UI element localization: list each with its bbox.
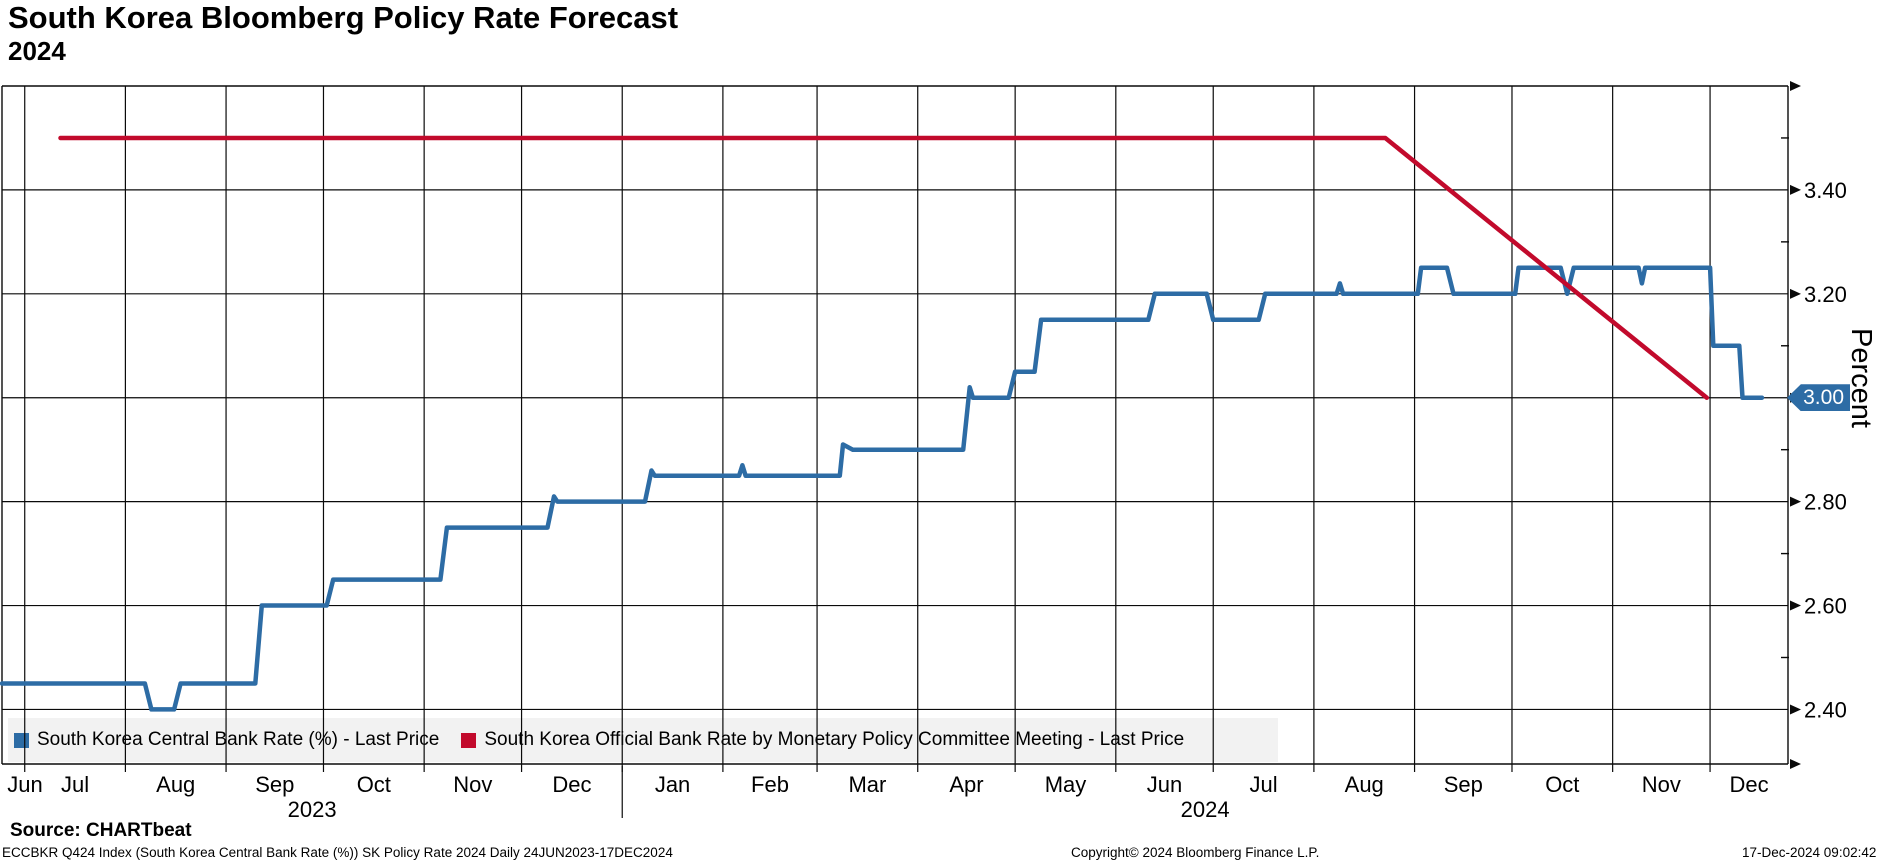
svg-text:2.60: 2.60: [1804, 594, 1847, 619]
svg-text:Jun: Jun: [1147, 772, 1182, 797]
source-label: Source: CHARTbeat: [10, 820, 192, 841]
svg-text:Sep: Sep: [255, 772, 294, 797]
svg-text:Oct: Oct: [357, 772, 391, 797]
svg-text:2.80: 2.80: [1804, 490, 1847, 515]
legend: South Korea Central Bank Rate (%) - Last…: [8, 718, 1278, 762]
svg-text:Jul: Jul: [61, 772, 89, 797]
legend-item-central-bank-rate: South Korea Central Bank Rate (%) - Last…: [14, 729, 439, 751]
svg-text:Apr: Apr: [949, 772, 983, 797]
timestamp: 17-Dec-2024 09:02:42: [1742, 845, 1877, 860]
y-axis-title: Percent: [1845, 328, 1877, 428]
page-subtitle: 2024: [8, 36, 66, 66]
svg-text:Jun: Jun: [7, 772, 42, 797]
svg-text:Jan: Jan: [655, 772, 690, 797]
svg-text:Dec: Dec: [1729, 772, 1768, 797]
ticker-description: ECCBKR Q424 Index (South Korea Central B…: [2, 845, 673, 860]
svg-text:2024: 2024: [1181, 797, 1230, 822]
last-price-tag: 3.00: [1787, 384, 1850, 412]
page-title: South Korea Bloomberg Policy Rate Foreca…: [8, 0, 679, 35]
svg-text:2023: 2023: [288, 797, 337, 822]
svg-text:Oct: Oct: [1545, 772, 1579, 797]
svg-text:Feb: Feb: [751, 772, 789, 797]
red-series-swatch-icon: [461, 732, 477, 748]
copyright-notice: Copyright© 2024 Bloomberg Finance L.P.: [1071, 845, 1320, 860]
legend-item-official-bank-rate: South Korea Official Bank Rate by Moneta…: [461, 729, 1184, 751]
svg-text:2.40: 2.40: [1804, 697, 1847, 722]
svg-text:3.40: 3.40: [1804, 178, 1847, 203]
svg-text:Nov: Nov: [1642, 772, 1681, 797]
legend-label-official-bank-rate: South Korea Official Bank Rate by Moneta…: [484, 729, 1185, 750]
svg-text:Nov: Nov: [453, 772, 492, 797]
last-price-value: 3.00: [1803, 385, 1844, 409]
svg-text:Sep: Sep: [1444, 772, 1483, 797]
svg-text:Aug: Aug: [1345, 772, 1384, 797]
svg-text:May: May: [1045, 772, 1087, 797]
svg-text:Aug: Aug: [156, 772, 195, 797]
svg-text:Dec: Dec: [552, 772, 591, 797]
svg-text:Jul: Jul: [1250, 772, 1278, 797]
blue-series-swatch-icon: [14, 732, 29, 748]
legend-label-central-bank-rate: South Korea Central Bank Rate (%) - Last…: [37, 729, 440, 750]
svg-text:Mar: Mar: [848, 772, 886, 797]
svg-text:3.20: 3.20: [1804, 282, 1847, 307]
